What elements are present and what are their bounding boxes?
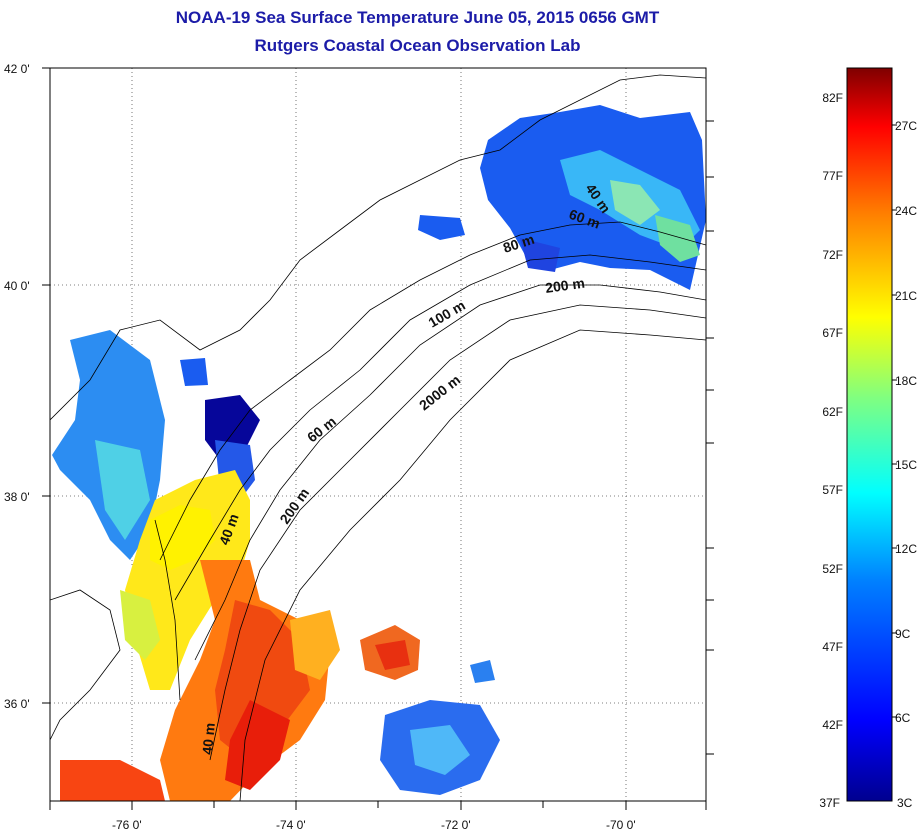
lat-tick-42: 42 0' [4,62,30,76]
longitude-ticks: -76 0' -74 0' -72 0' -70 0' [49,801,707,832]
colorbar-c-6: 6C [895,711,911,725]
colorbar-f-82: 82F [822,91,843,105]
colorbar-c-3: 3C [897,796,913,810]
colorbar-f-57: 57F [822,483,843,497]
lat-tick-38: 38 0' [4,490,30,504]
chart-subtitle: Rutgers Coastal Ocean Observation Lab [254,36,581,55]
map-grid [50,68,706,801]
colorbar-c-24: 24C [895,204,917,218]
colorbar-c-21: 21C [895,289,917,303]
colorbar-c-15: 15C [895,458,917,472]
lat-tick-40: 40 0' [4,279,30,293]
lon-tick-76: -76 0' [112,818,142,832]
colorbar-f-47: 47F [822,640,843,654]
map-panel [50,68,706,801]
lon-tick-74: -74 0' [276,818,306,832]
lat-tick-36: 36 0' [4,697,30,711]
colorbar-gradient [846,67,893,802]
latitude-ticks: 42 0' 40 0' 38 0' 36 0' [4,62,714,755]
colorbar-f-67: 67F [822,326,843,340]
colorbar-f-72: 72F [822,248,843,262]
chart-title: NOAA-19 Sea Surface Temperature June 05,… [175,8,660,27]
colorbar-celsius-labels: 27C 24C 21C 18C 15C 12C 9C 6C 3C [892,119,917,810]
colorbar-f-62: 62F [822,405,843,419]
lon-tick-72: -72 0' [441,818,471,832]
colorbar: 82F 77F 72F 67F 62F 57F 52F 47F 42F 37F … [819,67,917,810]
colorbar-f-42: 42F [822,718,843,732]
colorbar-c-12: 12C [895,542,917,556]
sst-patches [52,105,706,801]
lon-tick-70: -70 0' [606,818,636,832]
contour-label-40m-south: 40 m [199,722,218,755]
colorbar-c-27: 27C [895,119,917,133]
colorbar-f-37: 37F [819,796,840,810]
bathymetry-contours [50,74,706,801]
colorbar-c-9: 9C [895,627,911,641]
colorbar-c-18: 18C [895,374,917,388]
colorbar-f-52: 52F [822,562,843,576]
contour-label-200m-north: 200 m [544,275,586,296]
colorbar-f-77: 77F [822,169,843,183]
colorbar-fahrenheit-labels: 82F 77F 72F 67F 62F 57F 52F 47F 42F 37F [819,91,843,810]
